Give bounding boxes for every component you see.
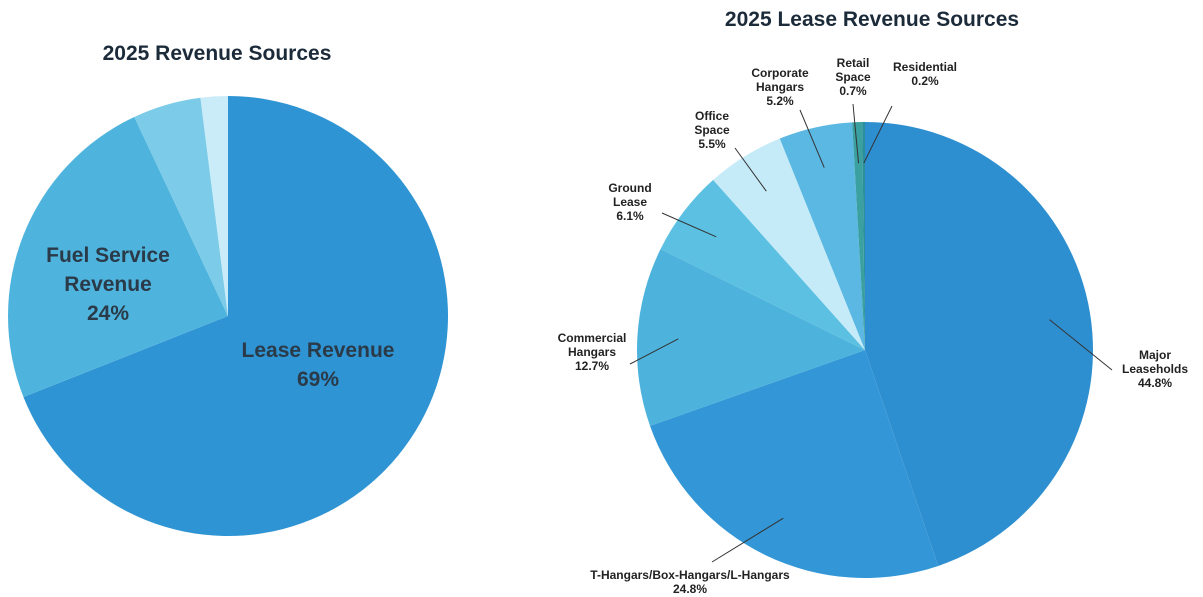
- label-name: Retail Space: [835, 56, 871, 84]
- leader-line: [629, 338, 679, 365]
- label-value: 44.8%: [1137, 376, 1173, 390]
- label-name: Lease Revenue: [241, 339, 395, 362]
- label-name: Office Space: [694, 109, 730, 137]
- leader-line: [799, 109, 825, 168]
- leader-line: [1049, 319, 1113, 371]
- pie-slice: [649, 350, 939, 578]
- pie-slice: [200, 96, 228, 316]
- label-value: 5.5%: [698, 137, 726, 151]
- leader-line: [661, 212, 717, 238]
- pie-slice: [637, 249, 865, 426]
- label-name: Commercial Hangars: [557, 331, 627, 359]
- data-label: Residential 0.2%: [880, 60, 970, 88]
- label-name: Ground Lease: [608, 181, 652, 209]
- label-name: Major Leaseholds: [1121, 348, 1189, 376]
- label-value: 69%: [296, 368, 340, 391]
- data-label: Lease Revenue 69%: [238, 336, 398, 394]
- data-label: Corporate Hangars 5.2%: [735, 66, 825, 108]
- leader-line: [863, 105, 893, 164]
- label-value: 0.2%: [911, 74, 939, 88]
- label-name: Fuel Service Revenue: [46, 244, 170, 296]
- pie-slice: [862, 122, 865, 350]
- data-label: Ground Lease 6.1%: [595, 181, 665, 223]
- label-name: Residential: [892, 60, 958, 74]
- label-name: Corporate Hangars: [751, 66, 809, 94]
- pie-slice: [852, 122, 865, 350]
- data-label: Fuel Service Revenue 24%: [18, 241, 198, 328]
- label-value: 6.1%: [616, 209, 644, 223]
- data-label: Office Space 5.5%: [677, 109, 747, 151]
- data-label: T-Hangars/Box-Hangars/L-Hangars 24.8%: [540, 568, 840, 596]
- label-value: 24%: [86, 302, 130, 325]
- label-value: 24.8%: [672, 582, 708, 596]
- chart-title: 2025 Revenue Sources: [102, 42, 332, 65]
- pie-slice: [8, 116, 228, 397]
- pie-slice: [713, 138, 865, 350]
- leader-line: [734, 147, 767, 192]
- pie-slice: [134, 97, 228, 316]
- leader-line: [711, 517, 784, 563]
- chart-title: 2025 Lease Revenue Sources: [724, 8, 1020, 31]
- pie-slice: [660, 179, 865, 350]
- pie-slice: [23, 96, 449, 536]
- label-value: 12.7%: [574, 359, 610, 373]
- pie-slice: [865, 122, 1093, 566]
- label-value: 0.7%: [839, 84, 867, 98]
- label-value: 5.2%: [766, 94, 794, 108]
- leader-line: [852, 103, 860, 164]
- label-name: T-Hangars/Box-Hangars/L-Hangars: [590, 568, 790, 582]
- data-label: Retail Space 0.7%: [823, 56, 883, 98]
- data-label: Major Leaseholds 44.8%: [1110, 348, 1200, 390]
- data-label: Commercial Hangars 12.7%: [547, 331, 637, 373]
- pie-slice: [779, 122, 865, 351]
